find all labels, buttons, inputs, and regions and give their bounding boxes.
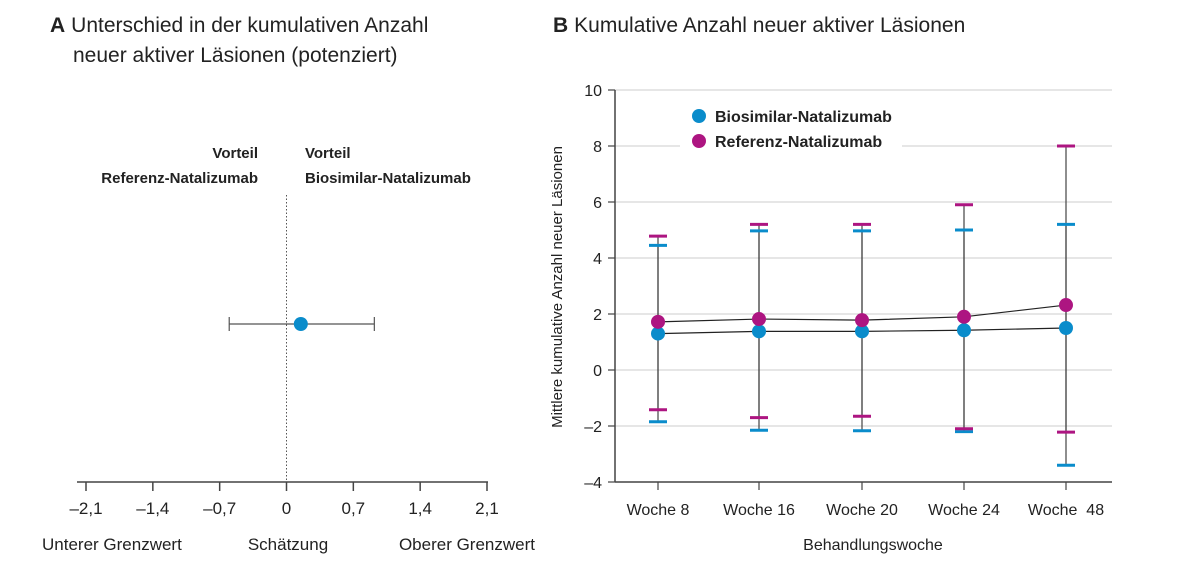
reference-point <box>1059 298 1073 313</box>
reference-point <box>752 312 766 327</box>
panel-a-title-line2: neuer aktiver Läsionen (potenziert) <box>73 44 398 67</box>
x-tick-label: –2,1 <box>69 499 102 518</box>
x-tick-label: Woche 48 <box>1028 502 1104 519</box>
x-tick-label: –1,4 <box>136 499 169 518</box>
x-tick-label: Woche 16 <box>723 502 795 519</box>
legend-marker-reference <box>692 134 706 148</box>
panel-b-letter: B <box>553 14 568 37</box>
biosimilar-point <box>957 323 971 338</box>
biosimilar-point <box>1059 321 1073 335</box>
legend-background <box>680 100 902 152</box>
y-tick-label: 2 <box>593 307 602 324</box>
y-tick-label: 6 <box>593 195 602 212</box>
biosimilar-point <box>752 324 766 339</box>
y-tick-label: 10 <box>584 83 602 100</box>
legend-marker-biosimilar <box>692 109 706 123</box>
estimate-label: Schätzung <box>248 535 328 554</box>
y-tick-label: 4 <box>593 251 602 268</box>
upper-limit-label: Oberer Grenzwert <box>399 535 535 554</box>
x-tick-label: Woche 8 <box>627 502 690 519</box>
x-tick-label: Woche 24 <box>928 502 1000 519</box>
panel-a-title: A Unterschied in der kumulativen Anzahl <box>50 14 428 37</box>
x-tick-label: 1,4 <box>408 499 432 518</box>
x-tick-label: 0,7 <box>342 499 366 518</box>
x-tick-label: 2,1 <box>475 499 499 518</box>
y-tick-label: –2 <box>584 419 602 436</box>
panel-b-title: B Kumulative Anzahl neuer aktiver Läsione… <box>553 14 965 37</box>
lower-limit-label: Unterer Grenzwert <box>42 535 182 554</box>
x-tick-label: Woche 20 <box>826 502 898 519</box>
reference-point <box>855 313 869 328</box>
legend-label-reference: Referenz-Natalizumab <box>715 134 882 151</box>
y-tick-label: –4 <box>584 475 602 492</box>
advantage-reference-label-2: Referenz-Natalizumab <box>101 170 258 187</box>
legend-label-biosimilar: Biosimilar-Natalizumab <box>715 109 892 126</box>
panel-a-title-line1: Unterschied in der kumulativen Anzahl <box>71 14 428 37</box>
advantage-biosimilar-label-1: Vorteil <box>305 145 351 162</box>
y-tick-label: 0 <box>593 363 602 380</box>
x-axis-label: Behandlungswoche <box>803 537 943 554</box>
advantage-reference-label-1: Vorteil <box>212 145 258 162</box>
reference-point <box>651 314 665 329</box>
biosimilar-point <box>651 326 665 341</box>
panel-b-title-text: Kumulative Anzahl neuer aktiver Läsionen <box>574 14 965 37</box>
y-tick-label: 8 <box>593 139 602 156</box>
panel-a-letter: A <box>50 14 65 37</box>
x-tick-label: 0 <box>282 499 291 518</box>
reference-point <box>957 309 971 324</box>
biosimilar-point <box>855 324 869 339</box>
y-axis-label: Mittlere kumulative Anzahl neuer Läsione… <box>549 146 566 428</box>
estimate-point <box>293 317 308 331</box>
x-tick-label: –0,7 <box>203 499 236 518</box>
advantage-biosimilar-label-2: Biosimilar-Natalizumab <box>305 170 471 187</box>
